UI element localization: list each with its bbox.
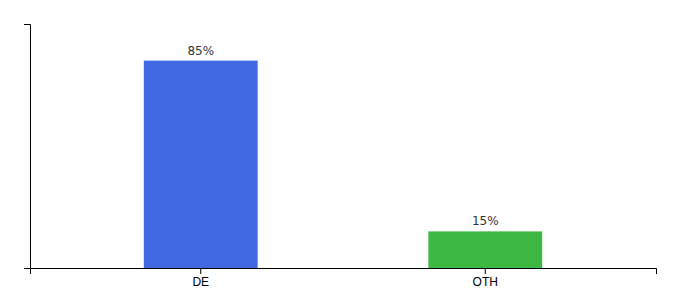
- plot: DE OTH 85% 15%: [24, 25, 657, 289]
- x-axis: DE OTH: [31, 268, 657, 289]
- y-axis: [24, 25, 31, 269]
- chart: DE OTH 85% 15%: [0, 0, 680, 300]
- x-tick: DE: [192, 268, 209, 289]
- x-tick: OTH: [473, 268, 498, 289]
- data-label: 85%: [187, 44, 214, 58]
- x-tick-mark: [200, 268, 201, 274]
- bar: [428, 231, 542, 268]
- bars: [144, 61, 542, 268]
- x-tick-label: OTH: [473, 275, 498, 289]
- bar: [144, 61, 258, 268]
- y-axis-line: [24, 25, 31, 269]
- data-label: 15%: [472, 214, 499, 228]
- x-tick-label: DE: [192, 275, 209, 289]
- data-labels: 85% 15%: [187, 44, 498, 229]
- x-axis-line: [31, 269, 657, 275]
- x-tick-mark: [485, 268, 486, 274]
